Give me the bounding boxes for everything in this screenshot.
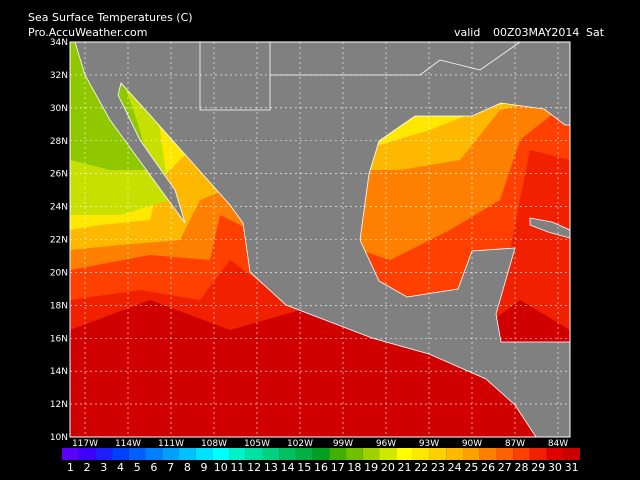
legend-label: 19 bbox=[364, 461, 378, 474]
legend-label: 31 bbox=[565, 461, 579, 474]
lat-label: 12N bbox=[50, 400, 68, 410]
legend-label: 17 bbox=[331, 461, 345, 474]
lat-label: 34N bbox=[50, 38, 68, 48]
legend-label: 8 bbox=[184, 461, 191, 474]
legend-swatch bbox=[229, 448, 246, 460]
legend-swatch bbox=[563, 448, 580, 460]
lat-label: 26N bbox=[50, 170, 68, 180]
legend-label: 16 bbox=[314, 461, 328, 474]
lon-label: 105W bbox=[244, 439, 270, 449]
legend-label: 21 bbox=[398, 461, 412, 474]
legend-swatch bbox=[262, 448, 280, 460]
lon-label: 117W bbox=[72, 439, 98, 449]
legend-label: 12 bbox=[247, 461, 261, 474]
legend-swatch bbox=[346, 448, 363, 460]
legend-swatch bbox=[178, 448, 196, 460]
lon-label: 90W bbox=[462, 439, 482, 449]
valid-day: Sat bbox=[586, 26, 605, 39]
legend-swatch bbox=[529, 448, 547, 460]
title: Sea Surface Temperatures (C) bbox=[28, 11, 193, 24]
legend-swatch bbox=[162, 448, 179, 460]
legend-swatch bbox=[128, 448, 146, 460]
lon-label: 87W bbox=[505, 439, 525, 449]
legend-swatch bbox=[62, 448, 79, 460]
legend-swatch bbox=[295, 448, 313, 460]
legend-swatch bbox=[245, 448, 263, 460]
legend-swatch bbox=[546, 448, 564, 460]
lon-label: 99W bbox=[333, 439, 353, 449]
lon-label: 102W bbox=[287, 439, 313, 449]
axis-labels: 34N 32N 30N 28N 26N 24N 22N 20N 18N 16N 14N 12N 10N 1… bbox=[50, 38, 568, 449]
legend-label: 5 bbox=[134, 461, 141, 474]
legend-label: 3 bbox=[100, 461, 107, 474]
legend-label: 28 bbox=[515, 461, 529, 474]
legend-label: 29 bbox=[531, 461, 545, 474]
legend-swatch bbox=[95, 448, 113, 460]
legend-label: 14 bbox=[281, 461, 295, 474]
valid-time: 00Z03MAY2014 bbox=[493, 26, 579, 39]
lon-label: 84W bbox=[548, 439, 568, 449]
lon-label: 114W bbox=[115, 439, 141, 449]
legend-swatch bbox=[312, 448, 330, 460]
legend-label: 25 bbox=[464, 461, 478, 474]
grid bbox=[70, 42, 570, 437]
lat-label: 18N bbox=[50, 301, 68, 311]
lon-label: 108W bbox=[201, 439, 227, 449]
legend-label: 13 bbox=[264, 461, 278, 474]
map-frame bbox=[69, 41, 571, 438]
lon-label: 93W bbox=[419, 439, 439, 449]
legend-swatch bbox=[513, 448, 530, 460]
legend-swatch bbox=[446, 448, 464, 460]
legend-label: 26 bbox=[481, 461, 495, 474]
lat-label: 20N bbox=[50, 268, 68, 278]
legend-label: 7 bbox=[167, 461, 174, 474]
source: Pro.AccuWeather.com bbox=[28, 26, 147, 39]
legend-swatch bbox=[112, 448, 129, 460]
legend-swatch bbox=[145, 448, 163, 460]
legend-swatch bbox=[479, 448, 497, 460]
legend-label: 11 bbox=[230, 461, 244, 474]
lat-label: 28N bbox=[50, 137, 68, 147]
legend-swatch bbox=[396, 448, 413, 460]
legend-label: 4 bbox=[117, 461, 124, 474]
legend-label: 18 bbox=[347, 461, 361, 474]
legend-swatch bbox=[429, 448, 447, 460]
lat-label: 22N bbox=[50, 236, 68, 246]
lat-label: 30N bbox=[50, 104, 68, 114]
legend-swatch bbox=[412, 448, 430, 460]
land-island bbox=[529, 217, 570, 239]
legend-label: 22 bbox=[414, 461, 428, 474]
lon-label: 111W bbox=[158, 439, 184, 449]
legend-label: 10 bbox=[214, 461, 228, 474]
lat-label: 32N bbox=[50, 71, 68, 81]
legend-swatch bbox=[329, 448, 347, 460]
legend-swatch bbox=[78, 448, 96, 460]
legend-swatch bbox=[212, 448, 230, 460]
legend-label: 23 bbox=[431, 461, 445, 474]
legend-label: 1 bbox=[67, 461, 74, 474]
legend-swatch bbox=[463, 448, 480, 460]
lat-label: 14N bbox=[50, 367, 68, 377]
legend-swatch bbox=[362, 448, 380, 460]
legend-label: 20 bbox=[381, 461, 395, 474]
lat-label: 10N bbox=[50, 433, 68, 443]
legend-label: 27 bbox=[498, 461, 512, 474]
legend-swatch bbox=[379, 448, 397, 460]
lat-label: 24N bbox=[50, 203, 68, 213]
lat-label: 16N bbox=[50, 334, 68, 344]
color-legend: 1 2 3 4 5 6 7 8 9 10 11 12 13 14 15 16 17 18 19 20 21 22 23 24 2… bbox=[62, 448, 580, 474]
legend-label: 9 bbox=[201, 461, 208, 474]
legend-label: 24 bbox=[448, 461, 462, 474]
valid-label: valid bbox=[454, 26, 480, 39]
lon-label: 96W bbox=[376, 439, 396, 449]
legend-label: 15 bbox=[297, 461, 311, 474]
legend-label: 30 bbox=[548, 461, 562, 474]
legend-swatch bbox=[496, 448, 514, 460]
legend-label: 6 bbox=[150, 461, 157, 474]
legend-swatch bbox=[279, 448, 296, 460]
legend-swatch bbox=[195, 448, 213, 460]
legend-label: 2 bbox=[84, 461, 91, 474]
